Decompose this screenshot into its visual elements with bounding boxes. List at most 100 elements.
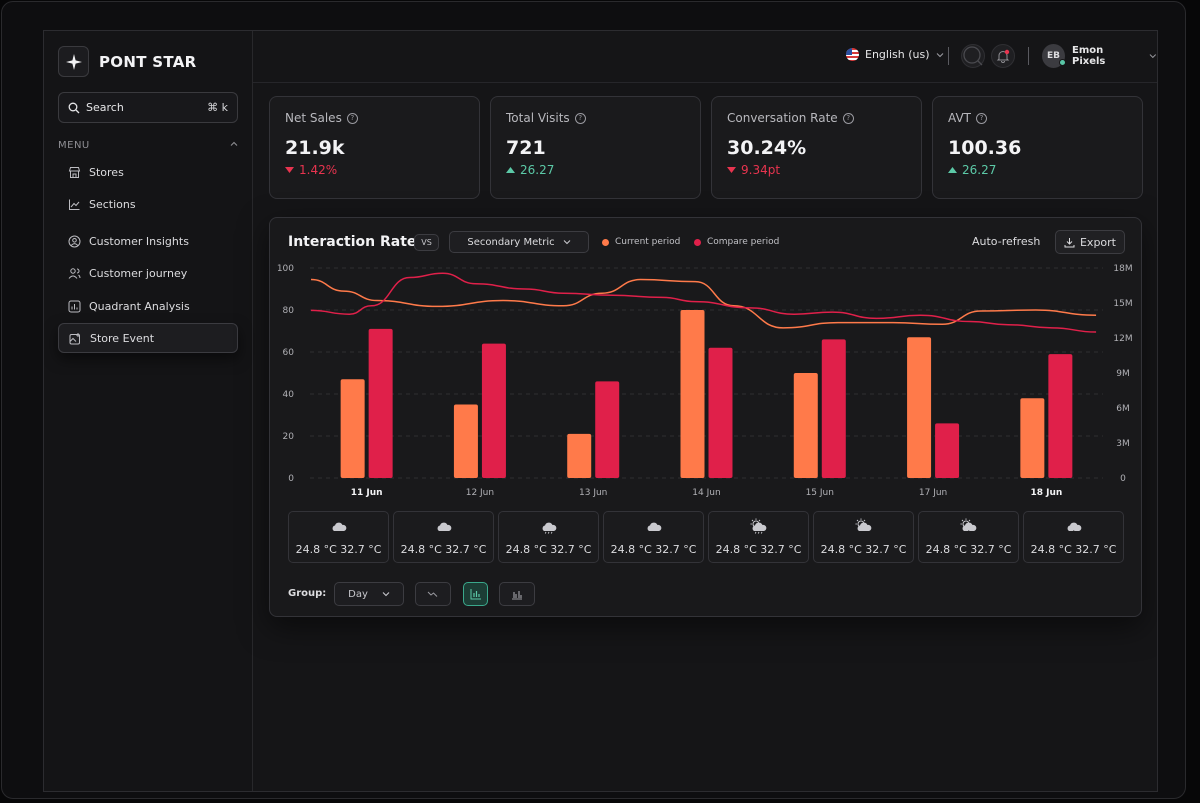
user-menu[interactable]: EB Emon Pixels xyxy=(1042,44,1157,68)
weather-temp: 24.8 °C 32.7 °C xyxy=(820,543,907,556)
weather-card: 24.8 °C 32.7 °C xyxy=(288,511,389,563)
help-icon[interactable]: ? xyxy=(975,112,987,124)
sidebar-item-sections[interactable]: Sections xyxy=(58,189,238,219)
kpi-change: 26.27 xyxy=(506,163,685,177)
search-input[interactable]: Search ⌘ k xyxy=(58,92,238,123)
grouped-bar-view-button[interactable] xyxy=(499,582,535,606)
sidebar-item-customer-insights[interactable]: Customer Insights xyxy=(58,226,238,256)
help-icon[interactable]: ? xyxy=(346,112,358,124)
weather-temp: 24.8 °C 32.7 °C xyxy=(610,543,697,556)
bar-current[interactable] xyxy=(1020,398,1045,478)
sidebar-item-label: Stores xyxy=(89,165,124,179)
users-icon xyxy=(68,267,81,280)
chevron-down-icon xyxy=(1149,54,1157,59)
avatar: EB xyxy=(1042,44,1067,68)
bar-current[interactable] xyxy=(453,404,478,479)
bar-current[interactable] xyxy=(793,373,818,478)
sidebar: PONT STAR Search ⌘ k MENU Stores Section… xyxy=(44,31,253,791)
grouped-bar-icon xyxy=(512,591,522,600)
bar-current[interactable] xyxy=(567,433,592,478)
help-icon[interactable]: ? xyxy=(574,112,586,124)
triangle-down-icon xyxy=(727,167,736,173)
x-tick-label: 13 Jun xyxy=(579,488,607,498)
user-name: Emon Pixels xyxy=(1072,45,1106,67)
x-tick-label: 12 Jun xyxy=(466,488,494,498)
bar-current[interactable] xyxy=(340,379,365,478)
x-tick-label: 11 Jun xyxy=(351,488,383,498)
y-tick-label: 40 xyxy=(283,390,295,400)
kpi-label: Conversation Rate? xyxy=(727,111,906,125)
sidebar-item-stores[interactable]: Stores xyxy=(58,157,238,187)
sidebar-item-store-event[interactable]: Store Event xyxy=(58,323,238,353)
bar-compare[interactable] xyxy=(368,328,393,478)
kpi-change: 1.42% xyxy=(285,163,464,177)
bar-compare[interactable] xyxy=(935,423,960,478)
secondary-metric-select[interactable]: Secondary Metric xyxy=(449,231,589,253)
group-value: Day xyxy=(348,588,368,600)
bar-view-button[interactable] xyxy=(463,582,488,606)
line-compare xyxy=(310,272,1097,333)
weather-card: 24.8 °C 32.7 °C xyxy=(918,511,1019,563)
sidebar-item-quadrant-analysis[interactable]: Quadrant Analysis xyxy=(58,291,238,321)
kpi-change: 9.34pt xyxy=(727,163,906,177)
bar-compare[interactable] xyxy=(708,347,733,478)
bar-compare[interactable] xyxy=(595,381,620,478)
line-view-button[interactable] xyxy=(415,582,451,606)
kpi-card[interactable]: Conversation Rate? 30.24% 9.34pt xyxy=(711,96,922,199)
y2-tick-label: 3M xyxy=(1116,439,1130,449)
menu-section-header[interactable]: MENU xyxy=(58,140,238,151)
avatar-initials: EB xyxy=(1047,51,1061,61)
y-tick-label: 100 xyxy=(277,264,294,274)
bar-current[interactable] xyxy=(680,310,705,478)
notifications-button[interactable] xyxy=(991,44,1015,68)
sun-rain-icon xyxy=(749,518,769,538)
weather-temp: 24.8 °C 32.7 °C xyxy=(505,543,592,556)
language-selector[interactable]: English (us) xyxy=(846,48,944,61)
kpi-value: 100.36 xyxy=(948,137,1022,159)
secondary-metric-label: Secondary Metric xyxy=(467,236,555,248)
weather-card: 24.8 °C 32.7 °C xyxy=(603,511,704,563)
legend-swatch-current xyxy=(602,238,609,246)
bar-chart-icon xyxy=(68,300,81,313)
y2-tick-label: 15M xyxy=(1113,299,1132,309)
trend-down-icon xyxy=(427,591,438,597)
bar-current[interactable] xyxy=(907,337,932,478)
weather-card: 24.8 °C 32.7 °C xyxy=(498,511,599,563)
kpi-card[interactable]: AVT? 100.36 26.27 xyxy=(932,96,1143,199)
export-button[interactable]: Export xyxy=(1055,230,1125,254)
y2-tick-label: 9M xyxy=(1116,369,1130,379)
bell-icon xyxy=(996,49,1010,63)
bar-compare[interactable] xyxy=(821,339,846,478)
online-status-dot xyxy=(1059,59,1067,66)
sidebar-item-label: Customer journey xyxy=(89,266,188,280)
interaction-rate-chart: 0 20 40 60 80 100 0 3M 6M 9M 12M 15M 18M 11 Jun 12 Jun… xyxy=(277,264,1133,498)
cloud-icon xyxy=(329,518,349,538)
legend-current-label: Current period xyxy=(615,237,681,247)
y2-tick-label: 0 xyxy=(1120,474,1126,484)
x-tick-label: 14 Jun xyxy=(692,488,720,498)
us-flag-icon xyxy=(846,48,859,61)
weather-temp: 24.8 °C 32.7 °C xyxy=(295,543,382,556)
kpi-label-text: Total Visits xyxy=(506,111,570,125)
cloud-rain-icon xyxy=(539,518,559,538)
kpi-card[interactable]: Total Visits? 721 26.27 xyxy=(490,96,701,199)
kpi-value: 21.9k xyxy=(285,137,345,159)
y-tick-label: 60 xyxy=(283,348,295,358)
legend-compare: Compare period xyxy=(694,237,779,247)
cloud-icon xyxy=(644,518,664,538)
chevron-up-icon xyxy=(230,141,238,146)
auto-refresh-toggle[interactable]: Auto-refresh xyxy=(972,235,1041,248)
x-tick-label: 17 Jun xyxy=(919,488,947,498)
kpi-value: 721 xyxy=(506,137,546,159)
bar-compare[interactable] xyxy=(481,343,506,478)
kpi-change: 26.27 xyxy=(948,163,1127,177)
kpi-card[interactable]: Net Sales? 21.9k 1.42% xyxy=(269,96,480,199)
cloud-icon xyxy=(434,518,454,538)
brand[interactable]: PONT STAR xyxy=(58,46,196,77)
image-icon xyxy=(69,332,82,345)
group-select[interactable]: Day xyxy=(334,582,404,606)
sidebar-item-customer-journey[interactable]: Customer journey xyxy=(58,258,238,288)
help-icon[interactable]: ? xyxy=(842,112,854,124)
search-button[interactable] xyxy=(961,44,985,68)
bar-compare[interactable] xyxy=(1048,354,1073,478)
